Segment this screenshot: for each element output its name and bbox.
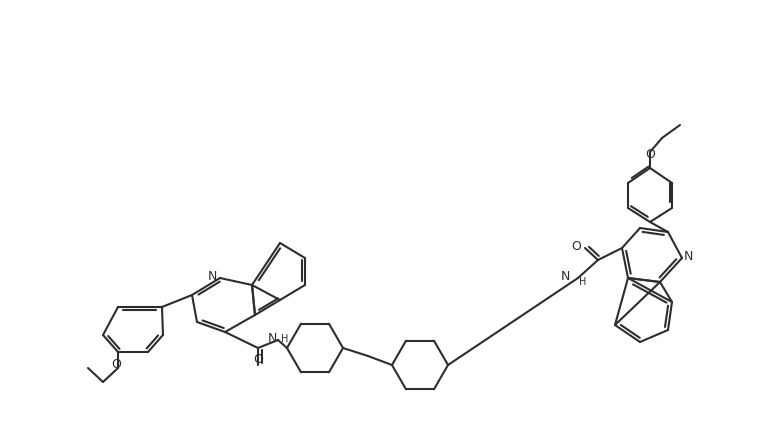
Text: N: N	[267, 332, 277, 345]
Text: O: O	[571, 240, 581, 253]
Text: N: N	[684, 250, 694, 263]
Text: N: N	[560, 270, 570, 283]
Text: O: O	[645, 148, 655, 161]
Text: O: O	[253, 353, 263, 366]
Text: O: O	[111, 358, 121, 372]
Text: H: H	[281, 334, 288, 344]
Text: N: N	[208, 270, 217, 283]
Text: H: H	[579, 277, 587, 287]
